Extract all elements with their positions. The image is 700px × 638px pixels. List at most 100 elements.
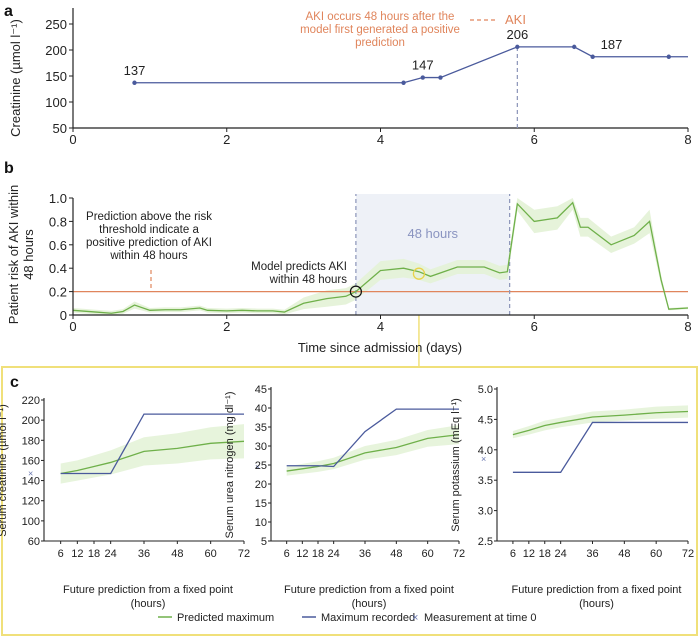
x-axis-label: Future prediction from a fixed point [284, 584, 454, 596]
y-tick-label: 0 [60, 308, 67, 323]
y-tick-label: 250 [45, 17, 67, 32]
maximum-recorded-line [512, 421, 688, 473]
y-tick-label: 4.0 [478, 445, 493, 457]
y-tick-label: 200 [22, 415, 40, 427]
y-axis-label: 48 hours [21, 229, 36, 280]
aki-annotation-line: prediction [355, 37, 405, 49]
48-hour-shaded-region [355, 194, 510, 315]
panel-label-b: b [4, 160, 14, 177]
creatinine-point [132, 80, 137, 85]
y-tick-label: 4.5 [478, 414, 493, 426]
creatinine-point [590, 54, 595, 59]
panel-label-c: c [10, 374, 19, 391]
creatinine-point [438, 75, 443, 80]
x-tick-label: 36 [359, 548, 371, 560]
x-axis-label: (hours) [579, 598, 614, 610]
data-label: 137 [124, 63, 146, 78]
legend-label-recorded: Maximum recorded [321, 612, 415, 624]
panel-label-a: a [4, 3, 13, 20]
y-tick-label: 3.0 [478, 506, 493, 518]
x-tick-label: 72 [682, 548, 694, 560]
prediction-annotation-line: Model predicts AKI [251, 261, 347, 273]
panel-a-creatinine-chart: 0 2 4 6 8 50 100 150 200 250 Creatinine (µmol l⁻¹)… [8, 8, 692, 147]
y-tick-label: 50 [53, 121, 67, 136]
y-tick-label: 5 [261, 536, 267, 548]
y-tick-label: 2.5 [478, 536, 493, 548]
x-tick-label: 2 [223, 319, 230, 334]
threshold-annotation-line: threshold indicate a [99, 224, 199, 236]
x-tick-label: 8 [684, 132, 691, 147]
y-tick-label: 10 [255, 517, 267, 529]
x-tick-label: 72 [238, 548, 250, 560]
threshold-annotation-line: positive prediction of AKI [86, 237, 212, 249]
predicted-maximum-line [60, 440, 245, 475]
y-axis-label: Patient risk of AKI within [6, 185, 21, 324]
y-tick-label: 40 [255, 403, 267, 415]
measurement-at-time-0-marker: × [28, 469, 33, 479]
y-tick-label: 100 [45, 95, 67, 110]
predicted-confidence-band [286, 425, 459, 476]
x-tick-label: 6 [531, 319, 538, 334]
panel-c-creatinine-chart: × 6 12 18 24 36 48 60 72 60 100 120 140 160 180 200 220 S… [0, 395, 250, 610]
legend-cross-icon: × [412, 612, 418, 624]
x-tick-label: 6 [531, 132, 538, 147]
x-axis-label: (hours) [131, 598, 166, 610]
x-tick-label: 72 [453, 548, 465, 560]
y-tick-label: 20 [255, 479, 267, 491]
x-axis-label: Time since admission (days) [298, 340, 462, 355]
y-tick-label: 220 [22, 395, 40, 407]
x-tick-label: 12 [523, 548, 535, 560]
measurement-at-time-0-marker: × [481, 454, 486, 464]
creatinine-point [401, 80, 406, 85]
aki-annotation-line: model first generated a positive [300, 24, 460, 36]
y-tick-label: 5.0 [478, 384, 493, 396]
prediction-point-marker [349, 285, 362, 298]
prediction-annotation-line: within 48 hours [269, 274, 348, 286]
x-tick-label: 0 [69, 319, 76, 334]
y-axis-label: Serum creatinine (µmol l⁻¹) [0, 404, 9, 537]
x-tick-label: 48 [618, 548, 630, 560]
y-tick-label: 0.8 [49, 214, 67, 229]
x-tick-label: 6 [58, 548, 64, 560]
x-tick-label: 18 [88, 548, 100, 560]
threshold-annotation-line: within 48 hours [109, 250, 188, 262]
y-axis-label: Serum potassium (mEq l⁻¹) [450, 398, 462, 532]
x-tick-label: 24 [328, 548, 340, 560]
x-tick-label: 60 [650, 548, 662, 560]
y-tick-label: 100 [22, 516, 40, 528]
selected-point-marker [412, 267, 426, 280]
predicted-confidence-band [60, 424, 244, 484]
panel-c-frame [1, 366, 698, 636]
y-tick-label: 160 [22, 455, 40, 467]
y-tick-label: 200 [45, 43, 67, 58]
x-tick-label: 24 [105, 548, 117, 560]
x-tick-label: 18 [539, 548, 551, 560]
legend: Predicted maximum Maximum recorded × Mea… [158, 612, 537, 624]
x-axis-label: Future prediction from a fixed point [512, 584, 682, 596]
x-tick-label: 36 [586, 548, 598, 560]
threshold-annotation-line: Prediction above the risk [86, 211, 212, 223]
legend-label-measurement: Measurement at time 0 [424, 612, 537, 624]
x-tick-label: 12 [296, 548, 308, 560]
panel-c-potassium-chart: × 6 12 18 24 36 48 60 72 2.5 3.0 3.5 4.0 4.5 5.0 Serum … [450, 384, 694, 610]
y-tick-label: 15 [255, 498, 267, 510]
x-tick-label: 60 [205, 548, 217, 560]
y-axis-label: Serum urea nitrogen (mg dl⁻¹) [224, 391, 236, 538]
48-hours-label: 48 hours [407, 226, 458, 241]
data-label: 187 [601, 37, 623, 52]
y-axis-label: Creatinine (µmol l⁻¹) [8, 19, 23, 137]
y-tick-label: 60 [28, 536, 40, 548]
y-tick-label: 150 [45, 69, 67, 84]
x-tick-label: 48 [171, 548, 183, 560]
y-tick-label: 0.6 [49, 238, 67, 253]
predicted-maximum-line [512, 410, 689, 436]
y-tick-label: 30 [255, 441, 267, 453]
predicted-maximum-line [286, 433, 460, 472]
x-tick-label: 60 [422, 548, 434, 560]
x-tick-label: 0 [69, 132, 76, 147]
maximum-recorded-line [286, 408, 459, 468]
legend-label-predicted: Predicted maximum [177, 612, 274, 624]
creatinine-point [420, 75, 425, 80]
x-tick-label: 18 [312, 548, 324, 560]
